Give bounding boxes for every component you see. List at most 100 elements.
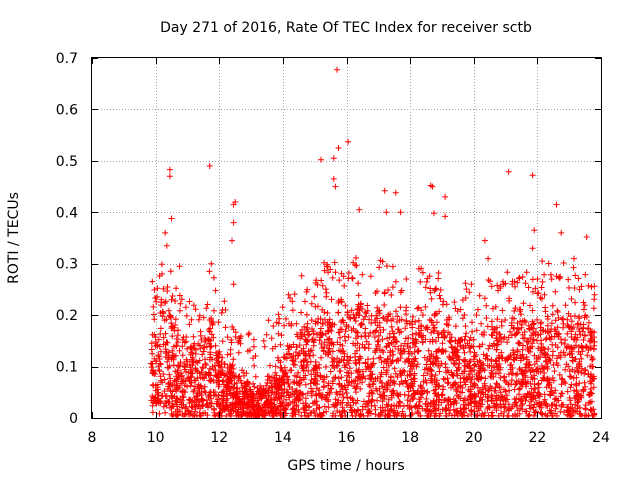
- data-point: [160, 334, 167, 341]
- data-point: [303, 311, 310, 318]
- data-point: [549, 311, 556, 318]
- data-point: [372, 406, 379, 413]
- data-point: [455, 354, 462, 360]
- data-point: [404, 340, 411, 347]
- data-point: [391, 334, 398, 341]
- data-point: [534, 276, 541, 282]
- data-point: [527, 335, 534, 342]
- data-point: [278, 332, 285, 339]
- data-point: [419, 269, 426, 276]
- data-point: [390, 379, 396, 386]
- data-point: [389, 357, 396, 364]
- data-point: [334, 339, 341, 346]
- data-point: [415, 347, 422, 354]
- data-point: [148, 340, 155, 347]
- data-point: [464, 412, 471, 419]
- data-point: [355, 292, 362, 299]
- data-point: [420, 378, 427, 385]
- data-point: [494, 366, 501, 373]
- data-point: [353, 262, 360, 269]
- data-point: [562, 337, 569, 343]
- data-point: [463, 330, 470, 337]
- data-point: [454, 384, 461, 391]
- data-point: [210, 334, 217, 341]
- data-point: [378, 369, 385, 376]
- data-point: [453, 367, 460, 374]
- data-point: [163, 348, 170, 355]
- data-point: [332, 412, 339, 419]
- data-point: [538, 410, 545, 417]
- data-point: [335, 329, 342, 336]
- data-point: [398, 342, 405, 349]
- data-point: [159, 271, 165, 277]
- data-point: [153, 357, 160, 364]
- data-point: [331, 259, 338, 266]
- data-point: [579, 344, 585, 351]
- data-point: [156, 367, 163, 373]
- data-point: [435, 402, 442, 409]
- data-point: [306, 331, 313, 338]
- data-point: [397, 289, 404, 296]
- data-point: [476, 388, 483, 395]
- data-point: [356, 206, 363, 213]
- data-point: [448, 334, 455, 341]
- data-point: [466, 344, 473, 351]
- data-point: [325, 380, 332, 387]
- data-point: [212, 287, 219, 294]
- data-point: [484, 405, 491, 412]
- data-point: [552, 342, 559, 348]
- data-point: [514, 348, 521, 355]
- data-point: [530, 288, 536, 295]
- data-point: [368, 312, 375, 319]
- data-point: [568, 295, 575, 302]
- data-point: [353, 360, 360, 367]
- data-point: [187, 382, 194, 389]
- data-point: [565, 276, 572, 283]
- data-point: [352, 400, 359, 407]
- data-point: [285, 291, 292, 298]
- data-point: [491, 326, 498, 333]
- data-point: [414, 348, 421, 355]
- data-point: [537, 320, 544, 327]
- data-point: [514, 320, 521, 327]
- data-point: [591, 411, 598, 418]
- data-point: [170, 362, 177, 369]
- data-point: [451, 299, 458, 306]
- data-point: [296, 379, 303, 386]
- data-point: [321, 309, 328, 316]
- data-point: [485, 395, 492, 401]
- data-point: [577, 410, 584, 417]
- data-point: [325, 398, 332, 405]
- data-point: [362, 333, 369, 340]
- data-point: [199, 351, 206, 358]
- data-point: [352, 318, 359, 324]
- data-point: [162, 393, 169, 400]
- data-point: [568, 381, 575, 388]
- data-point: [454, 372, 461, 379]
- data-point: [295, 369, 302, 376]
- data-point: [293, 331, 300, 338]
- data-point: [516, 396, 522, 403]
- data-point: [359, 271, 366, 278]
- data-point: [279, 367, 286, 374]
- data-point: [431, 397, 437, 404]
- data-point: [528, 374, 535, 381]
- data-point: [541, 291, 548, 298]
- data-point: [177, 300, 184, 307]
- data-point: [568, 328, 575, 335]
- data-point: [190, 333, 197, 340]
- data-point: [469, 373, 476, 380]
- data-point: [449, 412, 455, 419]
- data-point: [414, 408, 421, 415]
- data-point: [312, 412, 319, 419]
- data-point: [205, 404, 211, 411]
- data-point: [568, 318, 575, 325]
- data-point: [433, 354, 440, 361]
- data-point: [289, 298, 296, 305]
- data-point: [149, 409, 156, 416]
- data-point: [517, 385, 524, 392]
- data-point: [202, 371, 209, 378]
- data-point: [220, 393, 227, 400]
- data-point: [526, 362, 533, 369]
- data-point: [331, 358, 338, 365]
